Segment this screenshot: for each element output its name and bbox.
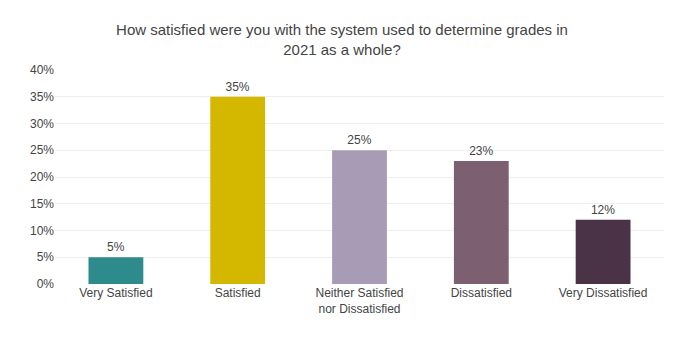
svg-text:Very Dissatisfied: Very Dissatisfied (559, 286, 648, 300)
svg-text:30%: 30% (30, 117, 54, 131)
svg-text:20%: 20% (30, 170, 54, 184)
svg-text:15%: 15% (30, 197, 54, 211)
svg-text:12%: 12% (591, 203, 615, 217)
svg-text:35%: 35% (30, 90, 54, 104)
svg-text:Very Satisfied: Very Satisfied (79, 286, 152, 300)
svg-text:5%: 5% (37, 250, 55, 264)
svg-text:35%: 35% (226, 80, 250, 94)
svg-text:23%: 23% (469, 144, 493, 158)
svg-text:40%: 40% (30, 63, 54, 77)
svg-text:10%: 10% (30, 224, 54, 238)
svg-text:0%: 0% (37, 277, 55, 291)
svg-text:5%: 5% (107, 240, 125, 254)
svg-text:25%: 25% (347, 133, 371, 147)
svg-text:Satisfied: Satisfied (215, 286, 261, 300)
svg-text:Dissatisfied: Dissatisfied (451, 286, 512, 300)
svg-text:Neither Satisfiednor Dissatisf: Neither Satisfiednor Dissatisfied (315, 286, 403, 316)
svg-text:25%: 25% (30, 143, 54, 157)
svg-text:How satisfied were you with th: How satisfied were you with the system u… (116, 21, 568, 58)
